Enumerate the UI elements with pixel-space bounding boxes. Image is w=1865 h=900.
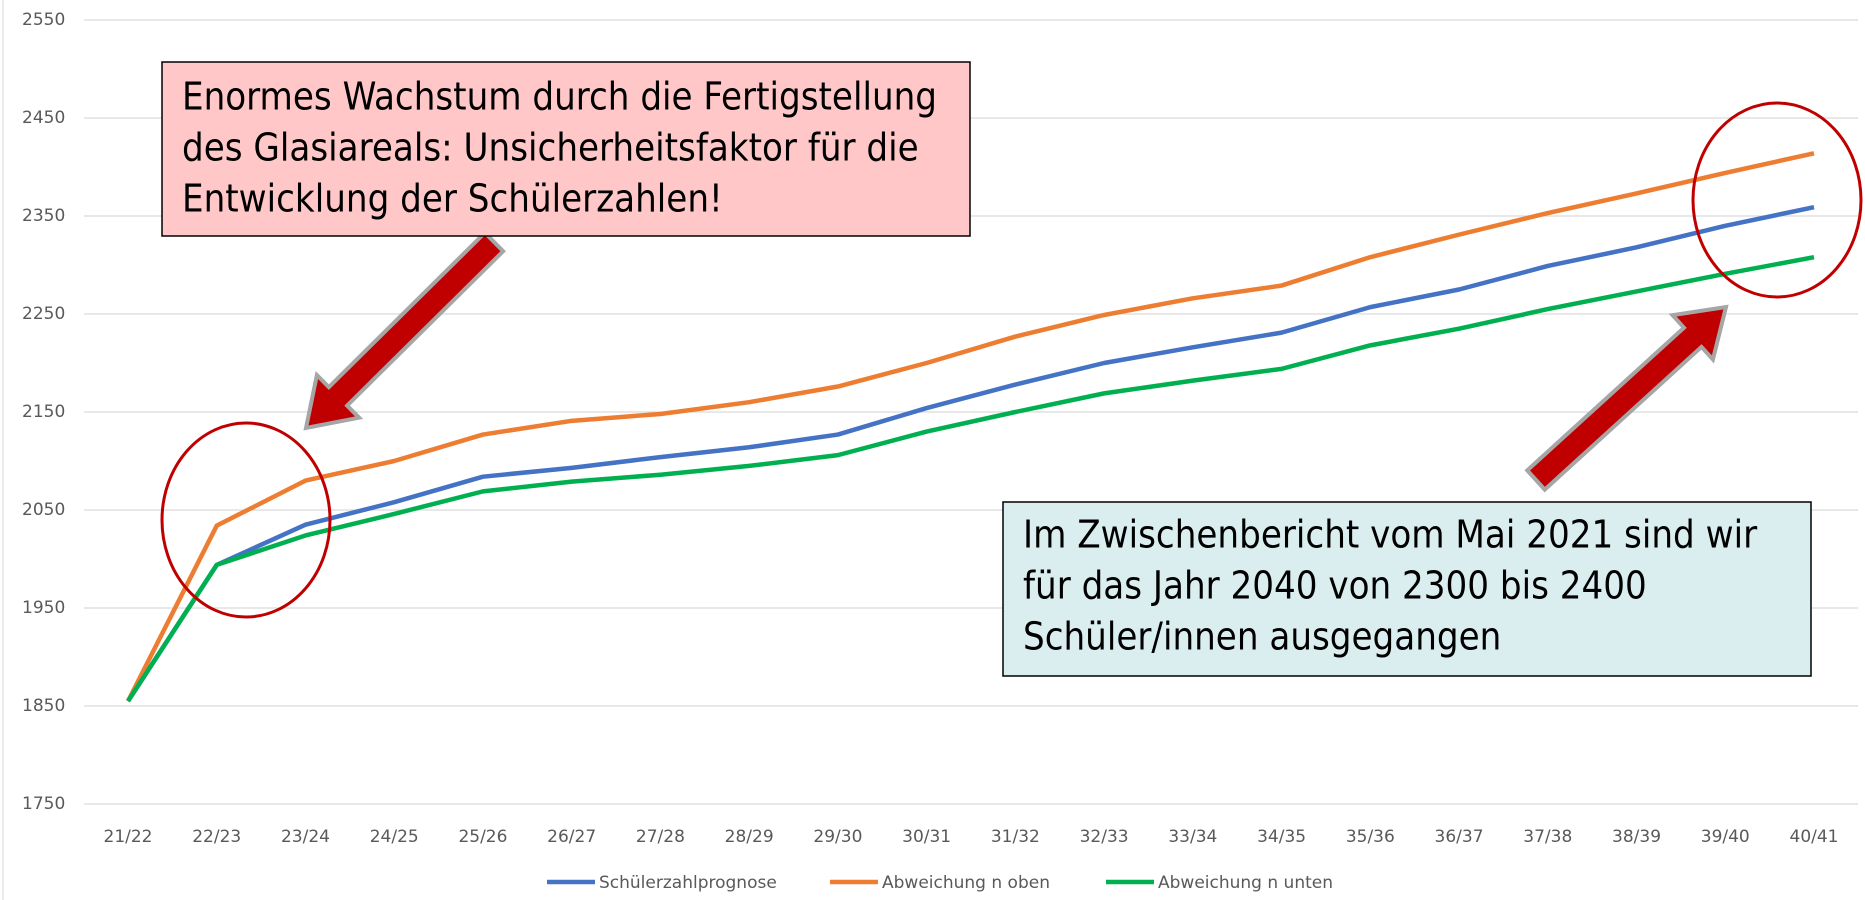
x-tick-label: 23/24: [281, 827, 330, 847]
y-tick-label: 1850: [22, 696, 65, 716]
y-tick-label: 2250: [22, 304, 65, 324]
x-tick-label: 33/34: [1168, 827, 1217, 847]
y-tick-label: 1950: [22, 598, 65, 618]
annotation-text: Im Zwischenbericht vom Mai 2021 sind wir: [1023, 513, 1758, 557]
x-tick-label: 29/30: [813, 827, 862, 847]
arrow: [1524, 304, 1729, 493]
arrow: [303, 229, 506, 431]
annotation-box: [161, 61, 971, 237]
y-tick-label: 2450: [22, 108, 65, 128]
highlight-ellipse: [160, 421, 332, 619]
x-tick-label: 39/40: [1701, 827, 1750, 847]
x-tick-label: 36/37: [1435, 827, 1484, 847]
series-line: [125, 151, 1815, 703]
x-tick-label: 30/31: [902, 827, 951, 847]
x-tick-label: 31/32: [991, 827, 1040, 847]
annotation-text: des Glasiareals: Unsicherheitsfaktor für…: [182, 126, 919, 170]
y-tick-label: 1750: [22, 794, 65, 814]
annotation-text: Schüler/innen ausgegangen: [1023, 615, 1501, 659]
series-line: [126, 204, 1815, 703]
legend-label: Abweichung n oben: [882, 873, 1050, 893]
y-tick-label: 2550: [22, 10, 65, 30]
x-tick-label: 38/39: [1612, 827, 1661, 847]
x-tick-label: 24/25: [370, 827, 419, 847]
x-tick-label: 35/36: [1346, 827, 1395, 847]
y-tick-label: 2350: [22, 206, 65, 226]
annotation-text: Entwicklung der Schülerzahlen!: [182, 177, 723, 221]
legend-label: Schülerzahlprognose: [599, 873, 777, 893]
annotation-text: Enormes Wachstum durch die Fertigstellun…: [182, 75, 937, 119]
x-tick-label: 25/26: [458, 827, 507, 847]
x-tick-label: 34/35: [1257, 827, 1306, 847]
x-tick-label: 27/28: [636, 827, 685, 847]
x-tick-label: 37/38: [1523, 827, 1572, 847]
x-tick-label: 32/33: [1080, 827, 1129, 847]
x-tick-label: 21/22: [104, 827, 153, 847]
y-tick-label: 2150: [22, 402, 65, 422]
annotation-box: [1002, 501, 1812, 677]
x-tick-label: 22/23: [192, 827, 241, 847]
y-tick-label: 2050: [22, 500, 65, 520]
x-tick-label: 40/41: [1790, 827, 1839, 847]
legend-label: Abweichung n unten: [1158, 873, 1333, 893]
x-tick-label: 26/27: [547, 827, 596, 847]
series-line: [126, 254, 1815, 703]
highlight-ellipse: [1691, 101, 1863, 299]
annotation-text: für das Jahr 2040 von 2300 bis 2400: [1023, 564, 1647, 608]
x-tick-label: 28/29: [725, 827, 774, 847]
